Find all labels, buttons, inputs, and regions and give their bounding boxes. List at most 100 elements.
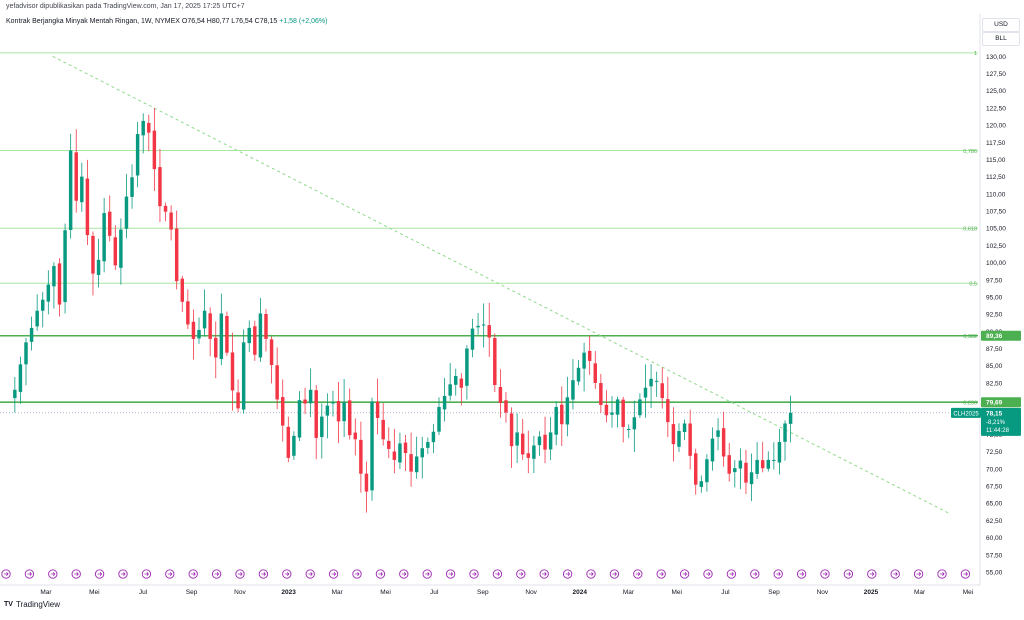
y-tick-label: 62,50 <box>986 518 1003 525</box>
candle-body <box>710 438 715 462</box>
candle-body <box>537 436 542 446</box>
candle-body <box>225 316 229 353</box>
candle-body <box>571 380 575 400</box>
y-tick-label: 85,00 <box>986 363 1003 370</box>
candle-body <box>459 378 464 388</box>
y-tick-label: 122,50 <box>986 105 1006 112</box>
candle-body <box>526 453 531 458</box>
event-arrow-icon <box>238 572 243 576</box>
candle-body <box>325 405 330 416</box>
candle-body <box>627 428 631 430</box>
y-tick-label: 110,00 <box>986 191 1006 198</box>
candle-body <box>241 342 246 410</box>
candle-body <box>721 428 726 457</box>
x-tick-label: Mar <box>914 589 926 596</box>
candle-body <box>119 229 123 268</box>
event-arrow-icon <box>846 572 851 576</box>
candle-body <box>364 473 369 492</box>
symbol-tag <box>951 407 981 418</box>
candle-body <box>303 399 307 404</box>
candle-body <box>147 122 151 133</box>
candle-body <box>180 278 185 302</box>
event-arrow-icon <box>706 572 711 576</box>
event-arrow-icon <box>261 572 266 576</box>
candle-body <box>197 329 201 339</box>
event-arrow-icon <box>823 572 828 576</box>
event-arrow-icon <box>729 572 734 576</box>
y-tick-label: 55,00 <box>986 570 1003 577</box>
candle-body <box>442 395 447 410</box>
candle-body <box>576 367 581 382</box>
candle-body <box>749 472 754 485</box>
candle-body <box>420 448 424 458</box>
candle-body <box>716 430 720 437</box>
candle-body <box>29 327 34 342</box>
candle-body <box>760 460 765 469</box>
tradingview-logo-icon: TV <box>4 601 13 608</box>
publisher-line: yefadvisor dipublikasikan pada TradingVi… <box>6 3 245 10</box>
x-tick-label: Mei <box>89 589 99 596</box>
x-tick-label: Mei <box>963 589 973 596</box>
candle-body <box>744 462 748 483</box>
candle-body <box>135 134 140 176</box>
candle-body <box>398 443 402 463</box>
candle-body <box>63 230 67 303</box>
x-tick-label: Nov <box>525 589 537 596</box>
x-tick-label: Jul <box>430 589 439 596</box>
y-tick-label: 97,50 <box>986 277 1003 284</box>
x-tick-label: Jul <box>721 589 730 596</box>
candle-body <box>236 392 240 409</box>
y-tick-label: 87,50 <box>986 346 1003 353</box>
event-arrow-icon <box>284 572 290 576</box>
candle-body <box>107 211 112 236</box>
y-tick-label: 125,00 <box>986 88 1006 95</box>
candle-body <box>582 352 586 369</box>
candle-body <box>643 387 648 398</box>
event-arrow-icon <box>448 572 454 576</box>
event-arrow-icon <box>635 572 641 576</box>
y-tick-label: 67,50 <box>986 484 1003 491</box>
candle-body <box>448 384 452 396</box>
candle-body <box>705 459 709 483</box>
candle-body <box>615 399 620 415</box>
event-arrow-icon <box>27 572 32 576</box>
event-arrow-icon <box>378 572 383 576</box>
candle-body <box>247 327 251 344</box>
candle-body <box>509 413 514 447</box>
x-tick-label: Jul <box>139 589 148 596</box>
candle-body <box>191 321 196 339</box>
footer-branding[interactable]: TV TradingView <box>4 600 60 609</box>
last-price-tag <box>981 407 1021 436</box>
candle-body <box>677 431 681 447</box>
event-arrow-icon <box>940 572 945 576</box>
candle-body <box>454 376 458 385</box>
candle-body <box>654 380 659 382</box>
instrument-name: Kontrak Berjangka Minyak Mentah Ringan, … <box>6 18 180 25</box>
brand-name: TradingView <box>15 600 60 609</box>
event-arrow-icon <box>799 572 805 576</box>
event-arrow-icon <box>121 572 126 576</box>
candle-body <box>543 434 547 450</box>
x-tick-label: Mei <box>672 589 682 596</box>
candle-body <box>733 468 737 473</box>
candle-body <box>13 389 17 399</box>
y-tick-label: 120,00 <box>986 123 1006 130</box>
instrument-legend[interactable]: Kontrak Berjangka Minyak Mentah Ringan, … <box>6 18 327 25</box>
candle-body <box>738 460 743 469</box>
candle-body <box>777 442 782 463</box>
x-tick-label: Nov <box>234 589 246 596</box>
candle-body <box>370 401 374 491</box>
unit-of-measure-button[interactable]: BLL <box>982 32 1020 46</box>
y-tick-label: 130,00 <box>986 54 1006 61</box>
event-arrow-icon <box>893 572 898 576</box>
candle-body <box>130 177 134 197</box>
fib-level-label: 0,382 <box>963 334 977 340</box>
currency-unit-button[interactable]: USD <box>982 18 1020 32</box>
x-tick-label: Nov <box>817 589 829 596</box>
candle-body <box>431 431 436 443</box>
x-tick-label: Mar <box>623 589 635 596</box>
candle-body <box>699 481 704 487</box>
y-tick-label: 107,50 <box>986 209 1006 216</box>
